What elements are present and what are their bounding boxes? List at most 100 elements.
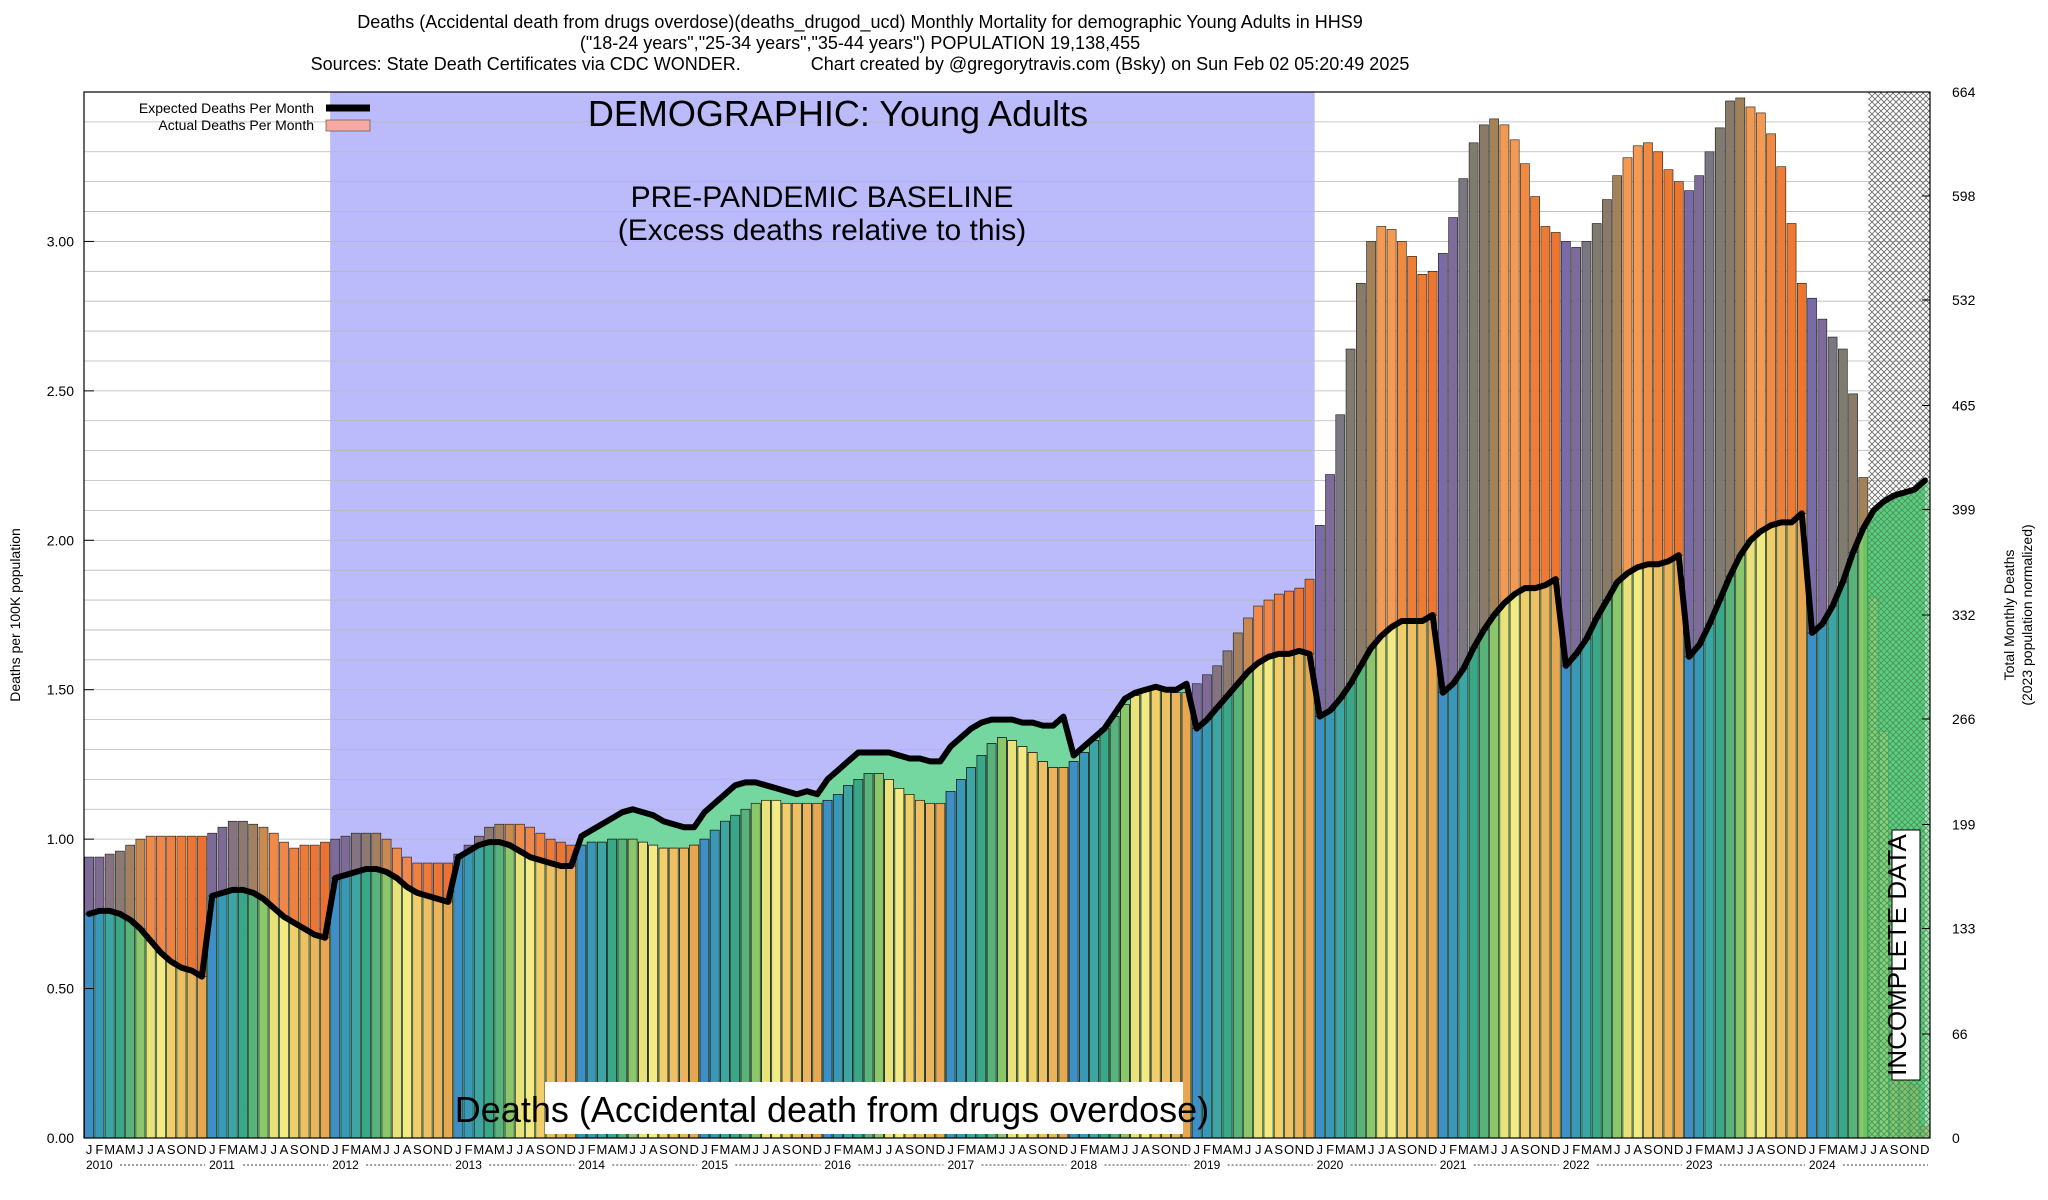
bar-expected-portion (1089, 740, 1099, 1139)
month-label: A (731, 1142, 740, 1157)
month-label: D (566, 1142, 575, 1157)
bar-excess-portion (289, 847, 300, 924)
month-label: F (1449, 1142, 1457, 1157)
bar-excess-portion (1632, 145, 1643, 568)
month-label: S (1890, 1142, 1899, 1157)
chart-header: Deaths (Accidental death from drugs over… (0, 12, 1720, 75)
bar-expected-portion (217, 892, 228, 1139)
month-label: S (290, 1142, 299, 1157)
year-label: 2014 (578, 1158, 605, 1172)
bar-expected-portion (1335, 698, 1346, 1139)
bar-excess-portion (371, 832, 382, 870)
month-label: A (895, 1142, 904, 1157)
bar-expected-portion (1079, 752, 1089, 1139)
bar-excess-portion (1489, 118, 1499, 616)
right-tick-label: 266 (1952, 711, 1976, 727)
bar-excess-portion (1571, 247, 1582, 655)
month-label: J (1860, 1142, 1867, 1157)
bar-expected-portion (1571, 653, 1582, 1139)
bar-excess-portion (207, 832, 218, 897)
month-label: J (824, 1142, 831, 1157)
month-label: S (413, 1142, 422, 1157)
right-tick-label: 465 (1952, 397, 1976, 413)
month-label: M (1848, 1142, 1859, 1157)
bar-excess-portion (1386, 229, 1397, 628)
year-label: 2021 (1440, 1158, 1467, 1172)
month-label: A (239, 1142, 248, 1157)
right-tick-label: 0 (1952, 1130, 1960, 1146)
bar-excess-portion (1653, 151, 1664, 565)
bar-expected-portion (1489, 614, 1499, 1139)
bar-excess-portion (1796, 282, 1807, 514)
month-label: D (1428, 1142, 1437, 1157)
bar-excess-portion (1766, 133, 1776, 526)
bar-excess-portion (1755, 112, 1766, 532)
bar-excess-portion (1684, 190, 1694, 658)
y2-axis-label-line1: Total Monthly Deaths (2001, 550, 2017, 681)
bar-expected-portion (1817, 623, 1828, 1139)
month-label: M (1355, 1142, 1366, 1157)
bar-excess-portion (1284, 590, 1294, 655)
month-label: J (701, 1142, 708, 1157)
month-label: J (1193, 1142, 1200, 1157)
demographic-label: DEMOGRAPHIC: Young Adults (588, 93, 1088, 134)
bar-expected-portion (1622, 572, 1633, 1139)
month-label: F (95, 1142, 103, 1157)
bar-excess-portion (258, 826, 269, 900)
bar-expected-portion (1838, 581, 1848, 1139)
bar-excess-portion (1694, 175, 1705, 646)
month-label: J (209, 1142, 216, 1157)
bar-expected-portion (1068, 761, 1079, 1139)
bar-expected-portion (1417, 620, 1428, 1139)
bar-excess-portion (1838, 348, 1848, 583)
month-label: J (752, 1142, 759, 1157)
bar-expected-portion (1273, 653, 1284, 1139)
month-label: N (1172, 1142, 1181, 1157)
bar-excess-portion (1776, 166, 1787, 523)
bar-excess-portion (94, 856, 105, 912)
bar-excess-portion (1673, 181, 1684, 556)
bar-expected-portion (186, 970, 197, 1139)
bar-excess-portion (104, 853, 115, 912)
bar-excess-portion (1427, 271, 1438, 616)
bar-excess-portion (309, 844, 320, 936)
month-label: D (1797, 1142, 1806, 1157)
bar-expected-portion (1807, 632, 1817, 1139)
bar-excess-portion (1335, 414, 1346, 699)
bar-expected-portion (1766, 525, 1776, 1139)
month-label: O (1284, 1142, 1294, 1157)
right-tick-label: 66 (1952, 1026, 1968, 1042)
bar-excess-portion (361, 832, 371, 870)
bar-expected-portion (1468, 647, 1479, 1139)
month-label: N (1664, 1142, 1673, 1157)
bar-expected-portion (1427, 614, 1438, 1139)
month-label: J (86, 1142, 93, 1157)
month-label: M (1212, 1142, 1223, 1157)
bar-expected-portion (1663, 560, 1674, 1139)
bar-expected-portion (1827, 605, 1838, 1139)
bar-expected-portion (1499, 602, 1510, 1139)
month-label: D (813, 1142, 822, 1157)
bar-expected-portion (986, 743, 997, 1139)
month-label: A (977, 1142, 986, 1157)
month-label: M (371, 1142, 382, 1157)
right-tick-label: 199 (1952, 817, 1976, 833)
month-label: J (455, 1142, 462, 1157)
month-label: N (1048, 1142, 1057, 1157)
bar-expected-portion (997, 737, 1007, 1139)
month-label: A (854, 1142, 863, 1157)
month-label: F (957, 1142, 965, 1157)
month-label: J (1009, 1142, 1016, 1157)
month-label: M (1602, 1142, 1613, 1157)
month-label: J (1563, 1142, 1570, 1157)
bar-expected-portion (412, 892, 423, 1139)
month-label: M (966, 1142, 977, 1157)
month-label: N (1787, 1142, 1796, 1157)
month-label: A (1346, 1142, 1355, 1157)
month-label: S (1521, 1142, 1530, 1157)
bar-expected-portion (238, 889, 248, 1139)
month-label: J (1614, 1142, 1621, 1157)
chart-subtitle: ("18-24 years","25-34 years","35-44 year… (579, 33, 1141, 53)
